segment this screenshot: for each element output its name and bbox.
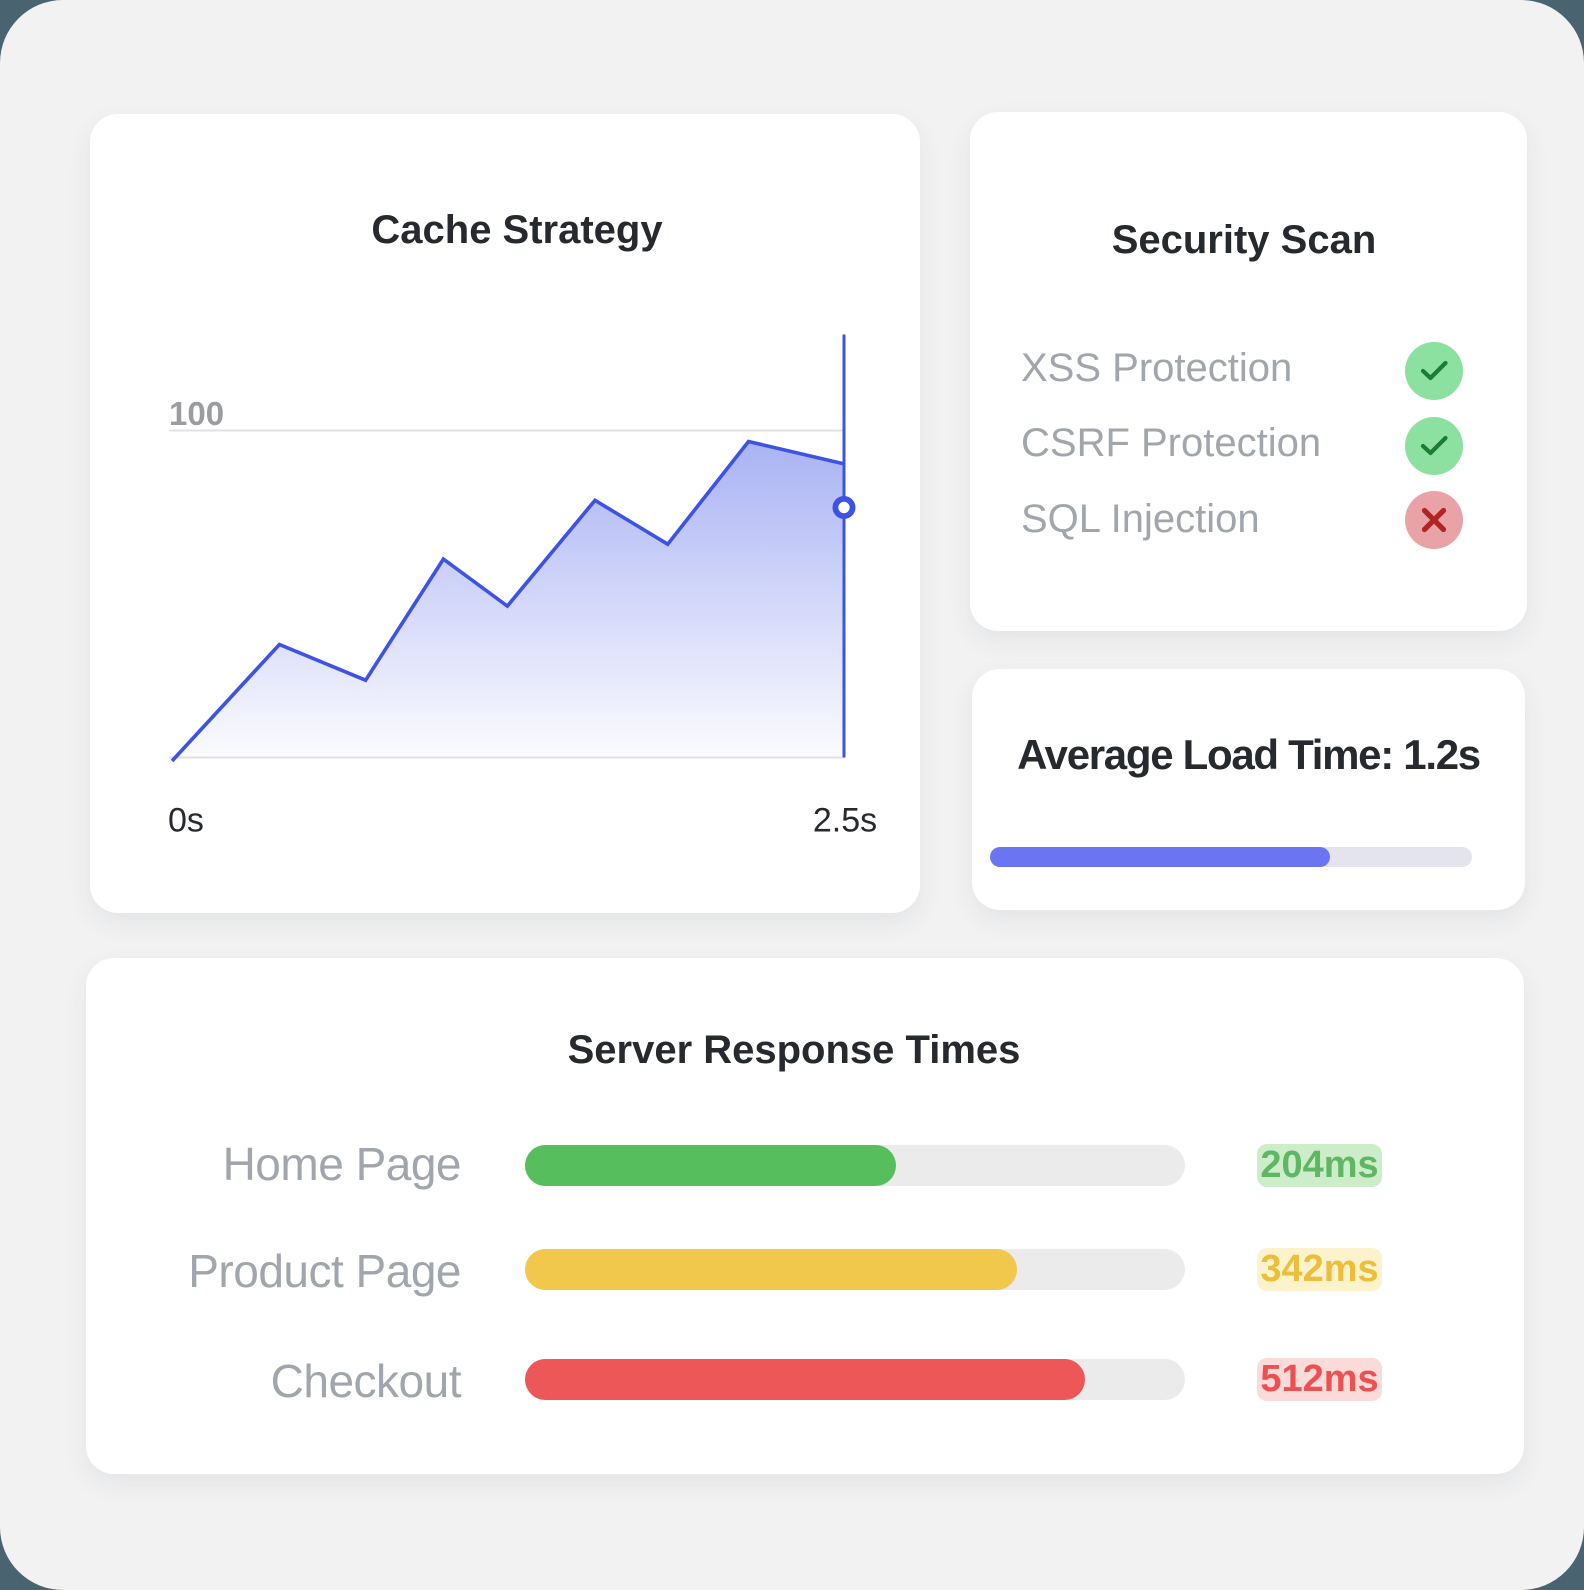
svg-text:100: 100 [169, 395, 224, 432]
svg-text:2.5s: 2.5s [813, 802, 877, 840]
svg-text:0s: 0s [168, 802, 204, 840]
